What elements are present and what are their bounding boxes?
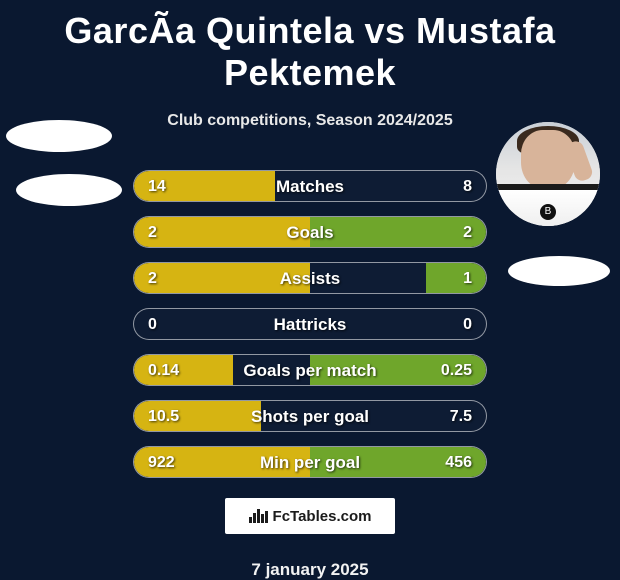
stats-area: 148Matches22Goals21Assists00Hattricks0.1… [0,170,620,478]
stat-value-right: 1 [463,263,472,293]
brand-badge: FcTables.com [225,498,395,534]
stat-label: Hattricks [134,309,486,339]
page-title: GarcÃ­a Quintela vs Mustafa Pektemek [0,0,620,94]
stat-row: 148Matches [133,170,487,202]
stat-value-left: 14 [148,171,166,201]
stat-value-right: 8 [463,171,472,201]
brand-text: FcTables.com [273,508,372,525]
player-1-avatar-ellipse [6,120,112,152]
stat-row: 21Assists [133,262,487,294]
brand-icon [249,509,267,523]
card-root: GarcÃ­a Quintela vs Mustafa Pektemek Clu… [0,0,620,580]
stat-value-left: 2 [148,217,157,247]
date-label: 7 january 2025 [0,560,620,580]
stat-value-right: 7.5 [450,401,472,431]
stat-value-left: 2 [148,263,157,293]
stat-row: 0 0Hattricks [133,308,487,340]
stat-bar-left [134,263,310,293]
stat-value-right: 2 [463,217,472,247]
stat-value-right: 456 [445,447,472,477]
stat-bar-left [134,217,310,247]
stat-bar-right [426,263,486,293]
stat-value-right: 0.25 [441,355,472,385]
stat-value-left: 10.5 [148,401,179,431]
stat-row: 0.140.25Goals per match [133,354,487,386]
stat-row: 22Goals [133,216,487,248]
stat-row: 922456Min per goal [133,446,487,478]
stat-value-left: 0 [148,309,157,339]
stat-value-left: 0.14 [148,355,179,385]
stat-row: 10.57.5Shots per goal [133,400,487,432]
stat-value-right: 0 [463,309,472,339]
stat-bar-right [310,217,486,247]
stat-value-left: 922 [148,447,175,477]
